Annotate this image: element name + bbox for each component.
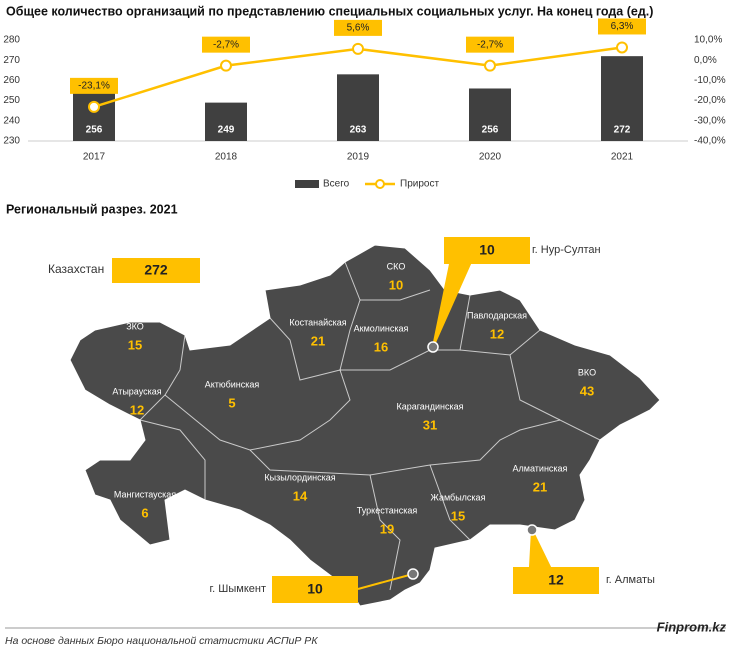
x-tick-label: 2018 bbox=[215, 152, 238, 163]
source-note: На основе данных Бюро национальной стати… bbox=[5, 635, 318, 647]
y-tick-label: 280 bbox=[3, 35, 20, 46]
region-value: 31 bbox=[423, 417, 437, 432]
city-box bbox=[272, 576, 358, 603]
region-value: 16 bbox=[374, 339, 388, 354]
y-tick-label: 260 bbox=[3, 75, 20, 86]
city-value: 12 bbox=[548, 572, 564, 588]
legend-swatch bbox=[295, 180, 319, 188]
city-value: 10 bbox=[479, 242, 495, 258]
value-label-box bbox=[598, 18, 646, 35]
value-label-box bbox=[70, 77, 118, 94]
line-point bbox=[88, 100, 100, 113]
region-value: 21 bbox=[533, 479, 547, 494]
y2-tick-label: -10,0% bbox=[694, 75, 726, 86]
value-label-box bbox=[334, 19, 382, 36]
region-value: 15 bbox=[128, 337, 142, 352]
region-name: Туркестанская bbox=[357, 505, 418, 515]
region-name: СКО bbox=[387, 261, 406, 271]
region-name: Актюбинская bbox=[205, 379, 260, 389]
region-name: Павлодарская bbox=[467, 310, 527, 320]
legend-swatch bbox=[375, 179, 385, 189]
bar bbox=[337, 74, 379, 141]
region-name: Карагандинская bbox=[396, 401, 463, 411]
bar bbox=[205, 102, 247, 141]
bar-label: 272 bbox=[614, 125, 631, 136]
total-label: Казахстан bbox=[48, 262, 104, 276]
country-shape bbox=[69, 244, 661, 607]
chart-title: Общее количество организаций по представ… bbox=[6, 4, 653, 18]
line-point bbox=[352, 42, 364, 55]
region-name: Алматинская bbox=[513, 463, 568, 473]
y-tick-label: 270 bbox=[3, 55, 20, 66]
map-title: Региональный разрез. 2021 bbox=[6, 202, 178, 216]
region-name: Жамбылская bbox=[431, 492, 486, 502]
region-name: ЗКО bbox=[126, 321, 144, 331]
line-point bbox=[484, 59, 496, 72]
region-value: 19 bbox=[380, 521, 394, 536]
value-label: -2,7% bbox=[477, 39, 503, 50]
line-point bbox=[616, 41, 628, 54]
region-value: 21 bbox=[311, 333, 325, 348]
region-name: Атырауская bbox=[112, 386, 161, 396]
bar bbox=[73, 88, 115, 141]
city-name: г. Алматы bbox=[606, 574, 655, 586]
region-name: Кызылординская bbox=[264, 472, 335, 482]
region-value: 14 bbox=[293, 488, 308, 503]
y-tick-label: 230 bbox=[3, 136, 20, 147]
value-label: -2,7% bbox=[213, 39, 239, 50]
value-label-box bbox=[466, 36, 514, 53]
y-tick-label: 240 bbox=[3, 115, 20, 126]
bar-label: 256 bbox=[482, 125, 499, 136]
region-name: Костанайская bbox=[289, 317, 346, 327]
region-name: Акмолинская bbox=[354, 323, 409, 333]
region-value: 43 bbox=[580, 383, 594, 398]
city-name: г. Нур-Султан bbox=[532, 244, 601, 256]
region-value: 6 bbox=[141, 505, 148, 520]
x-tick-label: 2017 bbox=[83, 152, 106, 163]
value-label: -23,1% bbox=[78, 81, 110, 92]
y2-tick-label: -30,0% bbox=[694, 115, 726, 126]
brand: Finprom.kz bbox=[657, 619, 727, 634]
total-value: 272 bbox=[144, 262, 168, 278]
city-box bbox=[513, 567, 599, 594]
region-name: Мангистауская bbox=[114, 489, 176, 499]
y2-tick-label: 10,0% bbox=[694, 35, 722, 46]
region-value: 5 bbox=[228, 395, 235, 410]
y2-tick-label: -40,0% bbox=[694, 136, 726, 147]
bar bbox=[469, 88, 511, 141]
bar-label: 249 bbox=[218, 125, 235, 136]
bar-label: 263 bbox=[350, 125, 367, 136]
total-box bbox=[112, 258, 200, 283]
city-dots bbox=[407, 341, 538, 580]
bar-label: 256 bbox=[86, 125, 103, 136]
city-value: 10 bbox=[307, 581, 323, 597]
y2-tick-label: 0,0% bbox=[694, 55, 717, 66]
bar bbox=[601, 56, 643, 141]
legend-label: Прирост bbox=[400, 179, 439, 190]
region-value: 10 bbox=[389, 277, 403, 292]
line-point bbox=[220, 59, 232, 72]
y-tick-label: 250 bbox=[3, 95, 20, 106]
region-name: ВКО bbox=[578, 367, 596, 377]
value-label: 5,6% bbox=[347, 23, 370, 34]
x-tick-label: 2021 bbox=[611, 152, 634, 163]
value-label: 6,3% bbox=[611, 21, 634, 32]
value-label-box bbox=[202, 36, 250, 53]
region-borders bbox=[139, 261, 601, 591]
legend-label: Всего bbox=[323, 179, 350, 190]
x-tick-label: 2020 bbox=[479, 152, 502, 163]
y2-tick-label: -20,0% bbox=[694, 95, 726, 106]
region-value: 12 bbox=[130, 402, 144, 417]
x-tick-label: 2019 bbox=[347, 152, 370, 163]
city-box bbox=[444, 237, 530, 264]
city-name: г. Шымкент bbox=[210, 583, 267, 595]
region-value: 15 bbox=[451, 508, 465, 523]
region-value: 12 bbox=[490, 326, 504, 341]
